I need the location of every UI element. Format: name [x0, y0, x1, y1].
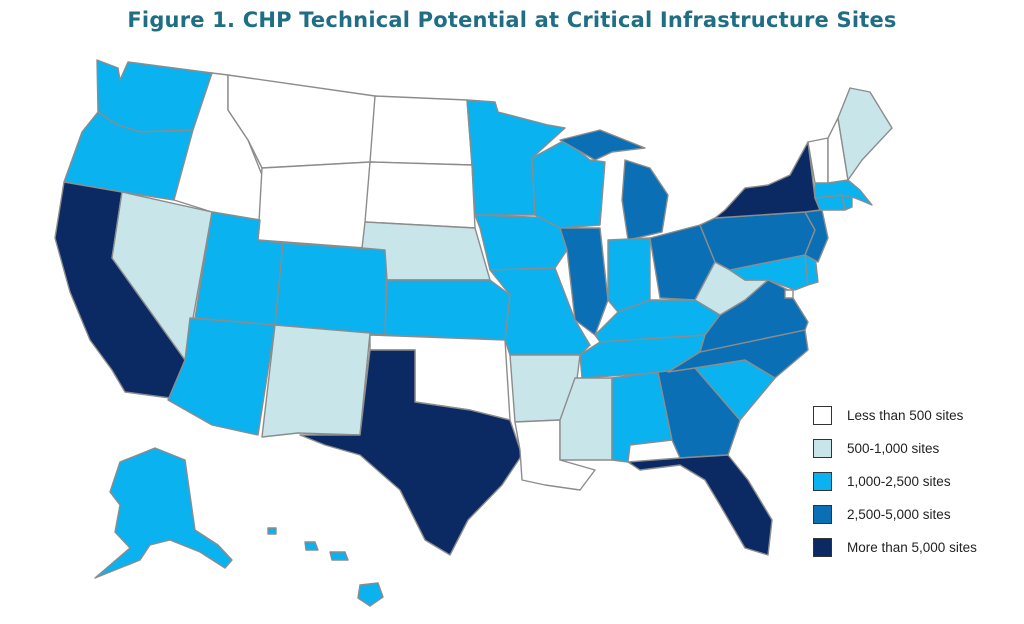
state-FL: [627, 454, 773, 556]
legend-label: More than 5,000 sites: [847, 540, 977, 555]
legend-item: Less than 500 sites: [813, 399, 977, 432]
legend-swatch: [813, 538, 832, 557]
state-IN: [607, 237, 651, 313]
legend-item: More than 5,000 sites: [813, 531, 977, 564]
state-ND: [369, 95, 473, 166]
legend-swatch: [813, 406, 832, 425]
state-MN: [466, 99, 566, 216]
figure-title: Figure 1. CHP Technical Potential at Cri…: [127, 8, 897, 32]
state-NY: [714, 141, 821, 219]
state-AK: [94, 447, 233, 579]
state-MI: [559, 129, 669, 241]
state-KS: [384, 279, 511, 341]
state-HI: [267, 527, 384, 607]
legend-item: 2,500-5,000 sites: [813, 498, 977, 531]
state-WY: [257, 161, 371, 249]
legend-swatch: [813, 505, 832, 524]
state-MS: [559, 377, 613, 461]
legend-label: 1,000-2,500 sites: [847, 474, 951, 489]
state-NM: [261, 324, 371, 438]
legend-swatch: [813, 439, 832, 458]
state-ME: [837, 87, 893, 181]
legend-item: 500-1,000 sites: [813, 432, 977, 465]
state-MA: [814, 179, 873, 206]
legend-swatch: [813, 472, 832, 491]
state-DC: [784, 289, 794, 299]
legend-label: Less than 500 sites: [847, 408, 964, 423]
legend: Less than 500 sites 500-1,000 sites 1,00…: [813, 399, 977, 564]
state-SD: [364, 161, 476, 229]
state-WA: [96, 59, 213, 133]
state-TX: [299, 349, 523, 556]
legend-label: 500-1,000 sites: [847, 441, 940, 456]
legend-label: 2,500-5,000 sites: [847, 507, 951, 522]
legend-item: 1,000-2,500 sites: [813, 465, 977, 498]
state-CO: [274, 242, 388, 336]
